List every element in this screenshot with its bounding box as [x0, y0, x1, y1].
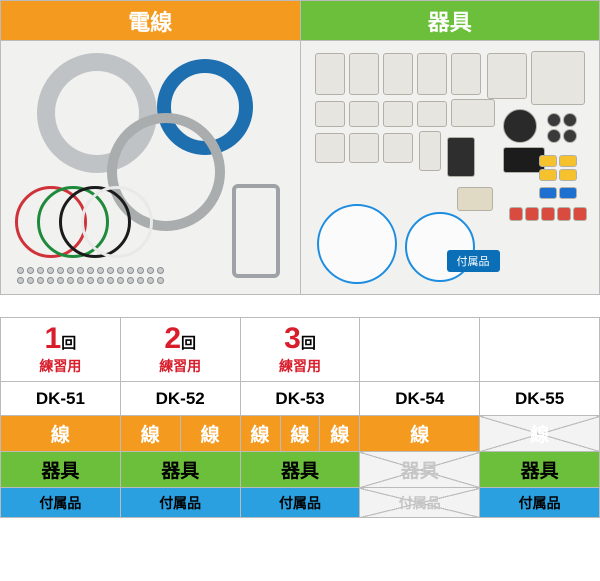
device-row: 器具器具器具器具器具 [1, 452, 600, 488]
device-part [559, 155, 577, 167]
accessory-cell: 付属品 [360, 488, 480, 518]
device-part [383, 53, 413, 95]
device-photo-cell: 付属品 [300, 41, 600, 295]
device-cell: 器具 [120, 452, 240, 488]
header-wire: 電線 [1, 1, 301, 41]
sku-cell: DK-52 [120, 382, 240, 416]
practice-header-cell: 3回練習用 [240, 318, 360, 382]
device-part [559, 169, 577, 181]
accessory-cell: 付属品 [480, 488, 600, 518]
wire-ring-white [81, 186, 153, 258]
device-part [349, 133, 379, 163]
wire-cell: 線 [480, 416, 600, 452]
accessory-row: 付属品付属品付属品付属品付属品 [1, 488, 600, 518]
device-part [419, 131, 441, 171]
device-part [315, 101, 345, 127]
screw-pile [17, 267, 167, 284]
device-part [509, 207, 523, 221]
device-part [349, 53, 379, 95]
practice-header-cell [360, 318, 480, 382]
device-part [563, 113, 577, 127]
device-part [541, 207, 555, 221]
device-part [539, 169, 557, 181]
wire-cell: 線線線 [240, 416, 360, 452]
wire-photo-cell [1, 41, 301, 295]
accessory-cell: 付属品 [120, 488, 240, 518]
device-illustration: 付属品 [307, 47, 594, 288]
wire-illustration [7, 47, 294, 288]
sku-cell: DK-55 [480, 382, 600, 416]
device-part [525, 207, 539, 221]
sku-cell: DK-51 [1, 382, 121, 416]
device-part [539, 155, 557, 167]
device-part [557, 207, 571, 221]
practice-header-cell: 2回練習用 [120, 318, 240, 382]
wire-cell: 線 [360, 416, 480, 452]
sku-cell: DK-53 [240, 382, 360, 416]
sku-row: DK-51DK-52DK-53DK-54DK-55 [1, 382, 600, 416]
device-cell: 器具 [1, 452, 121, 488]
callout-circle [317, 204, 397, 284]
device-cell: 器具 [360, 452, 480, 488]
device-cell: 器具 [240, 452, 360, 488]
accessory-cell: 付属品 [240, 488, 360, 518]
wire-cell: 線 [1, 416, 121, 452]
wire-row: 線線線線線線線線 [1, 416, 600, 452]
mounting-frame [232, 184, 280, 278]
device-part [315, 133, 345, 163]
top-table: 電線 器具 付属品 [0, 0, 600, 295]
device-part [531, 51, 585, 105]
device-part [503, 109, 537, 143]
device-part [451, 99, 495, 127]
device-part [417, 53, 447, 95]
device-part [539, 187, 557, 199]
device-part [547, 113, 561, 127]
device-part [573, 207, 587, 221]
device-part [563, 129, 577, 143]
device-part [349, 101, 379, 127]
device-part [383, 133, 413, 163]
accessory-cell: 付属品 [1, 488, 121, 518]
wire-cell: 線線 [120, 416, 240, 452]
device-part [451, 53, 481, 95]
comparison-table: 1回練習用2回練習用3回練習用 DK-51DK-52DK-53DK-54DK-5… [0, 317, 600, 518]
practice-header-cell: 1回練習用 [1, 318, 121, 382]
device-part [547, 129, 561, 143]
device-part [315, 53, 345, 95]
sku-cell: DK-54 [360, 382, 480, 416]
device-part [559, 187, 577, 199]
device-cell: 器具 [480, 452, 600, 488]
device-part [447, 137, 475, 177]
practice-header-cell [480, 318, 600, 382]
device-part [417, 101, 447, 127]
device-part [487, 53, 527, 99]
device-part [383, 101, 413, 127]
header-device: 器具 [300, 1, 600, 41]
accessory-badge: 付属品 [447, 250, 500, 272]
device-part [457, 187, 493, 211]
practice-header-row: 1回練習用2回練習用3回練習用 [1, 318, 600, 382]
